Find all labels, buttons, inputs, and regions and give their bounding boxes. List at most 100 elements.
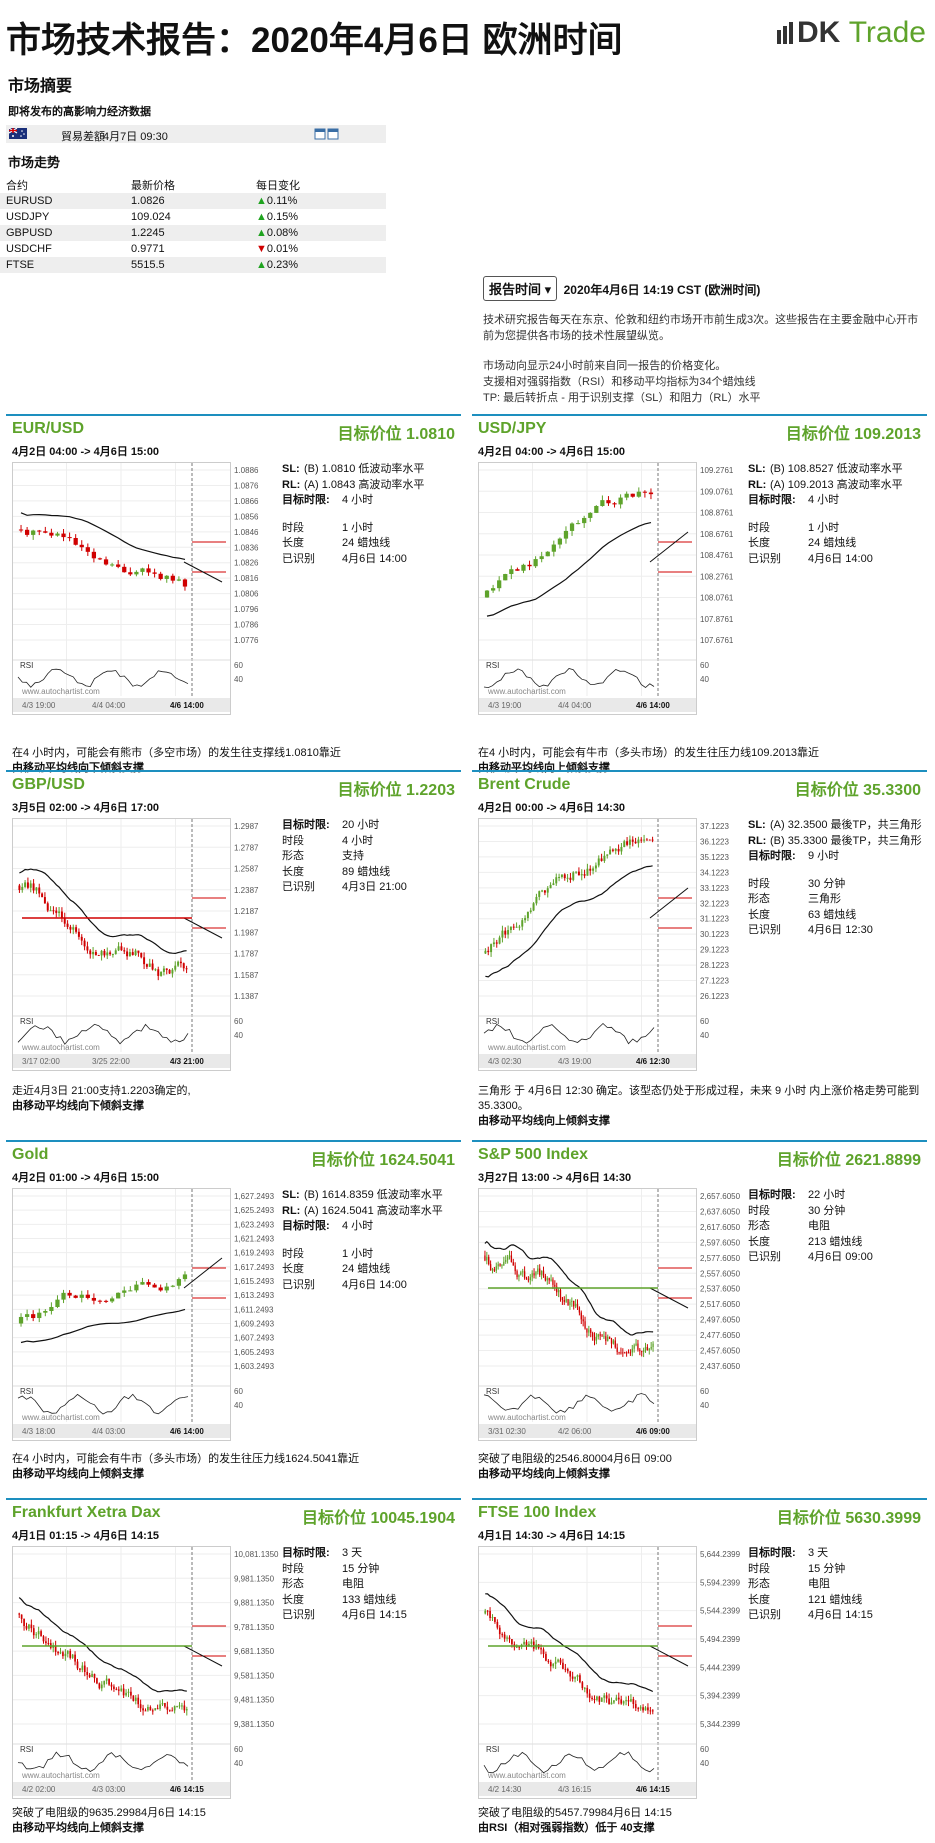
candle-body bbox=[134, 1697, 137, 1701]
candle-body bbox=[32, 883, 35, 891]
candle-body bbox=[597, 858, 600, 866]
candle-body bbox=[629, 1352, 632, 1354]
candle-body bbox=[79, 1294, 84, 1298]
candle-body bbox=[97, 954, 100, 956]
change: ▲0.08% bbox=[256, 227, 299, 239]
chart-panel: Frankfurt Xetra Dax 目标价位 10045.1904 4月1日… bbox=[6, 1498, 461, 1843]
candle-body bbox=[58, 911, 61, 913]
x-tick-label: 4/6 14:00 bbox=[170, 1427, 204, 1436]
candle-body bbox=[59, 1652, 62, 1654]
y-tick-label: 1.1987 bbox=[234, 928, 259, 937]
candle-body bbox=[158, 1287, 163, 1291]
candle-body bbox=[41, 893, 44, 898]
candle-body bbox=[489, 1610, 491, 1619]
candle-body bbox=[122, 566, 127, 573]
candle-body bbox=[62, 1652, 64, 1657]
candle-body bbox=[64, 1653, 67, 1657]
candle-body bbox=[586, 1687, 589, 1694]
candle-body bbox=[120, 1688, 123, 1691]
info-key: SL: bbox=[282, 463, 300, 475]
report-time-button[interactable]: 报告时间 ▾ bbox=[483, 276, 558, 301]
candle-body bbox=[640, 839, 643, 841]
info-row: 时段 1 小时 bbox=[282, 1247, 443, 1263]
candle-body bbox=[176, 579, 182, 581]
candle-body bbox=[503, 574, 508, 581]
symbol: USDCHF bbox=[6, 243, 52, 255]
candle-body bbox=[647, 1707, 649, 1711]
candle-body bbox=[614, 1340, 616, 1348]
calendar-icon[interactable] bbox=[314, 127, 340, 140]
candle-body bbox=[29, 883, 32, 888]
moving-average-line bbox=[486, 522, 652, 617]
candle-body bbox=[582, 1319, 584, 1322]
date-range: 4月2日 01:00 -> 4月6日 15:00 bbox=[12, 1172, 160, 1184]
moving-average-line bbox=[20, 512, 186, 560]
candle-body bbox=[126, 951, 129, 957]
candle-body bbox=[489, 1264, 492, 1271]
y-tick-label: 1.0806 bbox=[234, 590, 259, 599]
candle-body bbox=[498, 1627, 501, 1635]
candle-body bbox=[92, 951, 95, 955]
candle-body bbox=[25, 1626, 28, 1629]
change: ▲0.15% bbox=[256, 211, 299, 223]
candle-body bbox=[137, 950, 140, 953]
candle-body bbox=[623, 841, 626, 847]
report-desc: 技术研究报告每天在东京、伦敦和纽约市场开市前生成3次。这些报告在主要金融中心开市… bbox=[483, 314, 919, 342]
forecast-arrow bbox=[649, 1645, 689, 1667]
target-price: 目标价位 10045.1904 bbox=[302, 1510, 455, 1527]
candle-body bbox=[637, 839, 640, 844]
up-arrow-icon: ▲ bbox=[256, 259, 267, 271]
info-row: 时段 15 分钟 bbox=[748, 1562, 873, 1578]
candle-body bbox=[634, 1703, 637, 1709]
table-row: FTSE 5515.5 ▲0.23% bbox=[0, 257, 386, 273]
candle-body bbox=[620, 846, 623, 852]
info-key: 长度 bbox=[748, 1593, 770, 1606]
info-row: 时段 15 分钟 bbox=[282, 1562, 407, 1578]
candle-body bbox=[176, 1705, 178, 1707]
candle-body bbox=[635, 1343, 637, 1346]
y-tick-label: 1.0826 bbox=[234, 559, 259, 568]
info-row: 长度 89 蜡烛线 bbox=[282, 865, 407, 881]
rsi-tick-label: 40 bbox=[700, 1759, 709, 1768]
y-tick-label: 10,081.1350 bbox=[234, 1550, 279, 1559]
price-chart: 5,644.2399 5,594.2399 5,544.2399 5,494.2399… bbox=[478, 1546, 741, 1799]
pattern-info: 目标时限: 3 天时段 15 分钟 形态 电阻 长度 121 蜡烛线 已识别 4月6日 14:1… bbox=[748, 1546, 873, 1624]
candle-body bbox=[512, 926, 515, 928]
candle-body bbox=[503, 1634, 506, 1639]
candle-body bbox=[650, 1347, 652, 1349]
rsi-tick-label: 60 bbox=[234, 1017, 243, 1026]
candle-body bbox=[139, 1704, 142, 1709]
candle-body bbox=[591, 1697, 593, 1699]
candle-body bbox=[630, 1699, 632, 1702]
info-key: 时段 bbox=[748, 877, 770, 890]
candle-body bbox=[610, 1702, 613, 1705]
x-tick-label: 3/17 02:00 bbox=[22, 1057, 60, 1066]
y-tick-label: 37.1223 bbox=[700, 822, 729, 831]
date-range: 4月1日 01:15 -> 4月6日 14:15 bbox=[12, 1530, 160, 1542]
x-axis-band bbox=[479, 1782, 696, 1796]
candle-body bbox=[631, 839, 634, 842]
symbol: EURUSD bbox=[6, 195, 53, 207]
price-chart: 2,657.6050 2,637.6050 2,617.6050 2,597.6050… bbox=[478, 1188, 741, 1441]
moving-average-line bbox=[484, 1240, 654, 1336]
candle-body bbox=[600, 500, 605, 506]
candle-body bbox=[535, 896, 538, 904]
candle-body bbox=[170, 575, 175, 581]
instrument-name: FTSE 100 Index bbox=[478, 1504, 597, 1521]
candle-body bbox=[86, 946, 89, 951]
candle-body bbox=[18, 529, 24, 531]
candle-body bbox=[616, 1347, 618, 1353]
candle-body bbox=[181, 1705, 183, 1707]
info-value: 30 分钟 bbox=[808, 1204, 846, 1217]
candle-body bbox=[174, 965, 177, 970]
info-row: 形态 支持 bbox=[282, 849, 407, 865]
symbol: USDJPY bbox=[6, 211, 50, 223]
info-row: 目标时限: 4 小时 bbox=[282, 1219, 443, 1235]
candle-body bbox=[572, 872, 575, 880]
info-key: 时段 bbox=[282, 1562, 304, 1575]
candle-body bbox=[608, 1698, 610, 1705]
candle-body bbox=[128, 1290, 133, 1292]
candle-body bbox=[612, 1340, 615, 1344]
candle-body bbox=[523, 1271, 526, 1278]
candle-body bbox=[508, 1637, 511, 1640]
